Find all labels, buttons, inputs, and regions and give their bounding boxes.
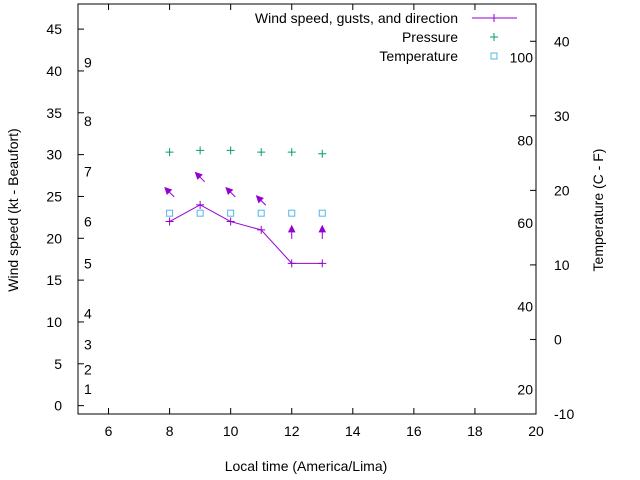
temperature-point [166, 209, 174, 217]
series-2 [166, 209, 326, 217]
beaufort-label: 7 [84, 163, 92, 179]
beaufort-label: 9 [84, 55, 92, 71]
wind-speed-point [257, 225, 266, 234]
pressure-point [196, 146, 205, 155]
plot-frame [77, 3, 537, 415]
legend-marker [490, 14, 498, 22]
wind-speed-point [165, 217, 174, 226]
x-tick-label: 12 [284, 423, 300, 439]
x-tick-label: 8 [166, 423, 174, 439]
x-tick-label: 10 [223, 423, 239, 439]
y2-tick-label: 40 [554, 33, 570, 49]
pressure-point [165, 148, 174, 157]
beaufort-label: 5 [84, 255, 92, 271]
y2-tick-label: 0 [554, 331, 562, 347]
x-tick-label: 18 [467, 423, 483, 439]
fahrenheit-label: 80 [517, 132, 533, 148]
series-0 [165, 200, 327, 268]
legend-marker [490, 52, 498, 60]
x-tick-label: 16 [406, 423, 422, 439]
beaufort-label: 8 [84, 113, 92, 129]
beaufort-label: 6 [84, 214, 92, 230]
y-axis-label: Wind speed (kt - Beaufort) [5, 128, 21, 291]
wind-direction-arrow [225, 186, 236, 198]
wind-speed-point [226, 217, 235, 226]
y-tick-label: 5 [54, 356, 62, 372]
y-tick-label: 30 [46, 147, 62, 163]
y-tick-label: 35 [46, 105, 62, 121]
x-tick-label: 6 [105, 423, 113, 439]
arrow-head [287, 224, 296, 233]
x-axis-label: Local time (America/Lima) [225, 458, 388, 474]
temperature-point [196, 209, 204, 217]
wind-direction-arrow [318, 224, 327, 239]
arrow-head [164, 186, 173, 195]
y2-axis-label: Temperature (C - F) [590, 149, 606, 272]
beaufort-label: 1 [84, 381, 92, 397]
temperature-point [227, 209, 235, 217]
wind-direction-arrow [194, 171, 206, 183]
wind-direction-arrow [164, 186, 175, 198]
y-tick-label: 15 [46, 272, 62, 288]
temperature-point [257, 209, 265, 217]
fahrenheit-label: 40 [517, 299, 533, 315]
y2-tick-label: 30 [554, 108, 570, 124]
y2-tick-label: 10 [554, 257, 570, 273]
pressure-point [318, 149, 327, 158]
legend: Wind speed, gusts, and direction Pressure… [255, 10, 517, 64]
beaufort-label: 4 [84, 306, 92, 322]
y-tick-label: 0 [54, 398, 62, 414]
legend-label: Wind speed, gusts, and direction [255, 10, 458, 26]
x-tick-label: 20 [528, 423, 544, 439]
legend-label: Pressure [402, 29, 458, 45]
wind-direction-arrow [255, 195, 267, 206]
y2-tick-label: 20 [554, 182, 570, 198]
y2-tick-label: -10 [554, 406, 574, 422]
arrow-head [225, 186, 234, 195]
beaufort-label: 3 [84, 337, 92, 353]
chart-marks [164, 146, 327, 268]
temperature-point [288, 209, 296, 217]
arrow-head [318, 224, 327, 233]
arrow-head [255, 195, 264, 204]
wind-speed-point [287, 259, 296, 268]
wind-direction-arrow [287, 224, 296, 239]
beaufort-label: 2 [84, 362, 92, 378]
legend-label: Temperature [379, 48, 458, 64]
pressure-point [287, 148, 296, 157]
pressure-point [257, 148, 266, 157]
y-tick-label: 40 [46, 63, 62, 79]
fahrenheit-label: 20 [517, 381, 533, 397]
y-tick-label: 20 [46, 230, 62, 246]
axes: 6 8 10 12 14 16 18 20051015202530354045-1001020… [46, 4, 574, 439]
series-1 [165, 146, 327, 158]
temperature-point [318, 209, 326, 217]
legend-marker [490, 33, 498, 41]
y-tick-label: 45 [46, 21, 62, 37]
arrow-head [194, 171, 203, 180]
pressure-point [226, 146, 235, 155]
wind-speed-line [169, 204, 323, 264]
wind-speed-point [318, 259, 327, 268]
y-tick-label: 10 [46, 314, 62, 330]
x-tick-label: 14 [345, 423, 361, 439]
wind-speed-point [196, 200, 205, 209]
fahrenheit-label: 100 [510, 50, 534, 66]
y-tick-label: 25 [46, 188, 62, 204]
fahrenheit-label: 60 [517, 215, 533, 231]
